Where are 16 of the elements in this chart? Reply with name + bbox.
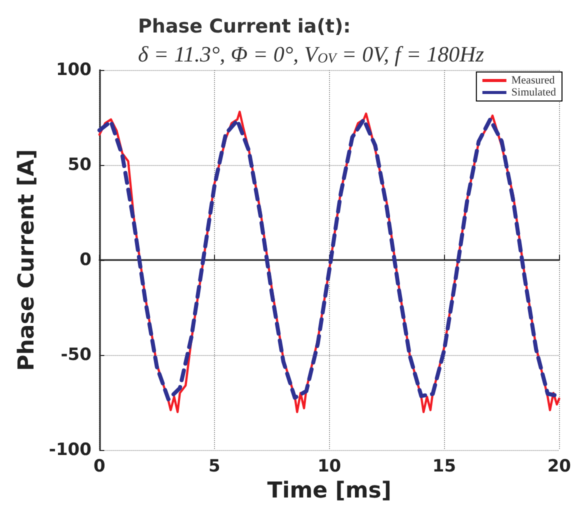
x-tick-label: 0 — [94, 456, 106, 476]
y-axis-title: Phase Current [A] — [14, 149, 40, 371]
x-tick-label: 20 — [547, 456, 572, 476]
x-axis-title: Time [ms] — [267, 478, 392, 504]
y-tick-label: -50 — [60, 345, 92, 365]
chart-subtitle: δ = 11.3°, Φ = 0°, VOV = 0V, f = 180Hz — [138, 42, 485, 66]
x-tick-label: 10 — [317, 456, 342, 476]
legend-label: Simulated — [511, 86, 556, 98]
chart-title: Phase Current ia(t): — [138, 16, 351, 38]
x-tick-label: 5 — [208, 456, 220, 476]
y-tick-label: 0 — [80, 250, 92, 270]
y-tick-label: 100 — [56, 60, 92, 80]
x-tick-label: 15 — [432, 456, 456, 476]
y-tick-label: 50 — [68, 155, 92, 175]
y-tick-label: -100 — [48, 440, 92, 460]
legend-label: Measured — [511, 74, 556, 86]
